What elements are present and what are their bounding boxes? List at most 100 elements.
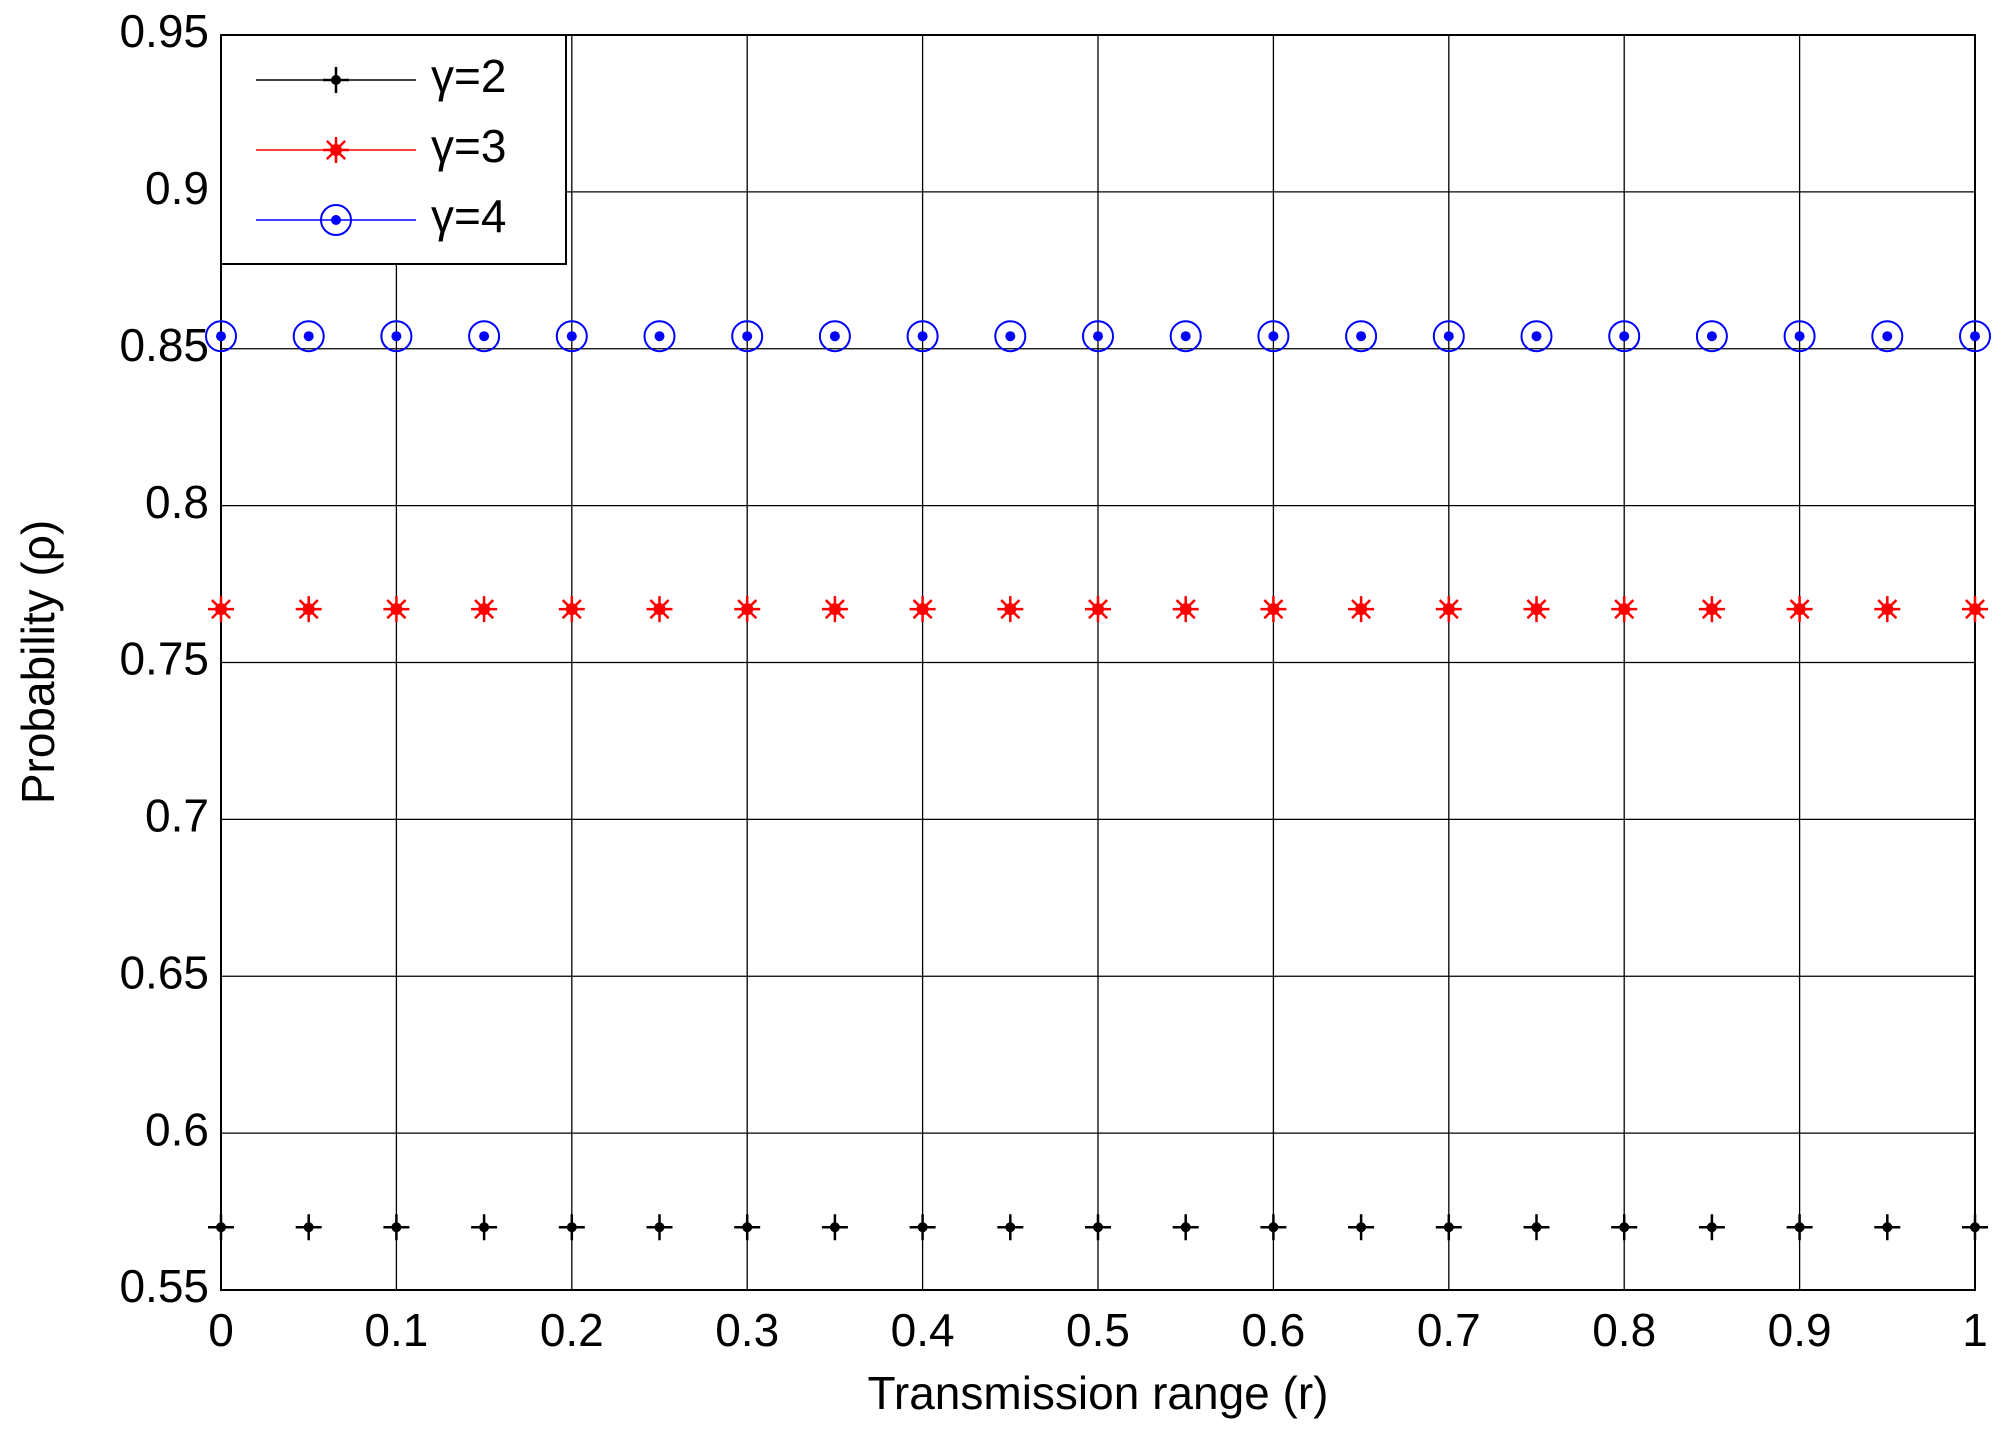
marker-shape: [1871, 320, 1904, 353]
marker: [1172, 596, 1199, 623]
marker-dot: [1531, 331, 1542, 342]
marker: [734, 1214, 761, 1241]
marker: [1260, 1214, 1287, 1241]
marker: [208, 596, 234, 623]
marker-shape: [994, 320, 1027, 353]
y-tick-label: 0.6: [145, 1103, 209, 1155]
marker-dot: [479, 1222, 490, 1233]
marker: [818, 320, 851, 353]
marker-dot: [1356, 331, 1367, 342]
marker-dot: [1092, 603, 1104, 616]
marker: [1345, 320, 1378, 353]
x-tick-label: 0.3: [715, 1304, 779, 1356]
y-tick-label: 0.7: [145, 790, 209, 842]
marker: [997, 596, 1024, 623]
y-tick-label: 0.75: [119, 633, 209, 685]
x-tick-label: 0.1: [364, 1304, 428, 1356]
marker-shape: [643, 320, 676, 353]
marker: [323, 137, 349, 163]
marker-shape: [1608, 320, 1641, 353]
marker-dot: [330, 144, 342, 156]
marker-dot: [1004, 603, 1017, 616]
marker-dot: [1882, 1222, 1893, 1233]
marker: [1611, 596, 1638, 623]
marker: [1260, 596, 1287, 623]
marker-shape: [731, 320, 764, 353]
marker: [468, 320, 501, 353]
marker-dot: [1268, 1222, 1279, 1233]
marker-dot: [1355, 603, 1368, 616]
marker-shape: [468, 320, 501, 353]
marker: [558, 596, 585, 623]
marker-dot: [1267, 603, 1280, 616]
marker: [1611, 1214, 1638, 1241]
marker-dot: [1268, 331, 1279, 342]
marker-dot: [1180, 331, 1191, 342]
marker-shape: [906, 320, 939, 353]
marker-dot: [1882, 331, 1893, 342]
marker-dot: [1619, 1222, 1630, 1233]
marker-dot: [1619, 331, 1630, 342]
x-tick-label: 0.2: [540, 1304, 604, 1356]
marker-shape: [1520, 320, 1553, 353]
marker-dot: [1442, 603, 1455, 616]
x-tick-label: 0.4: [891, 1304, 955, 1356]
marker-dot: [1005, 331, 1016, 342]
marker-dot: [1179, 603, 1192, 616]
marker-dot: [654, 1222, 665, 1233]
x-tick-label: 0: [208, 1304, 234, 1356]
x-tick-label: 0.8: [1592, 1304, 1656, 1356]
y-tick-label: 0.8: [145, 476, 209, 528]
marker-dot: [1705, 603, 1718, 616]
marker: [1520, 320, 1553, 353]
marker-dot: [1706, 331, 1717, 342]
marker-dot: [1794, 1222, 1805, 1233]
marker: [295, 1214, 322, 1241]
marker: [1786, 1214, 1813, 1241]
y-axis-label: Probability (ρ): [12, 520, 64, 804]
marker-dot: [1793, 603, 1806, 616]
marker-shape: [380, 320, 413, 353]
legend-label: γ=4: [431, 190, 506, 242]
marker-dot: [654, 331, 665, 342]
marker-dot: [1618, 603, 1631, 616]
marker-dot: [390, 603, 403, 616]
marker: [383, 1214, 410, 1241]
marker: [1695, 320, 1728, 353]
marker-dot: [1970, 1222, 1980, 1233]
marker-dot: [1531, 1222, 1542, 1233]
marker-dot: [653, 603, 666, 616]
marker-dot: [216, 331, 226, 342]
marker-dot: [1005, 1222, 1016, 1233]
marker: [643, 320, 676, 353]
x-tick-label: 0.6: [1241, 1304, 1305, 1356]
marker: [1874, 1214, 1901, 1241]
marker-dot: [742, 331, 753, 342]
marker: [383, 596, 410, 623]
marker: [1962, 596, 1988, 623]
plot-frame: [220, 34, 1976, 1291]
marker-dot: [828, 603, 841, 616]
marker: [471, 1214, 498, 1241]
marker: [734, 596, 761, 623]
marker: [1523, 1214, 1550, 1241]
marker-shape: [1695, 320, 1728, 353]
marker-dot: [1180, 1222, 1191, 1233]
marker: [1608, 320, 1641, 353]
marker: [1959, 320, 1991, 353]
marker-dot: [303, 331, 314, 342]
legend-label: γ=3: [431, 120, 506, 172]
marker: [909, 596, 936, 623]
marker-dot: [1794, 331, 1805, 342]
marker-dot: [391, 331, 402, 342]
marker-shape: [555, 320, 588, 353]
marker: [997, 1214, 1024, 1241]
marker-dot: [1443, 1222, 1454, 1233]
marker: [1786, 596, 1813, 623]
marker: [320, 204, 352, 236]
marker-shape: [205, 320, 237, 353]
marker-dot: [917, 331, 928, 342]
marker: [1082, 320, 1114, 353]
marker: [994, 320, 1027, 353]
